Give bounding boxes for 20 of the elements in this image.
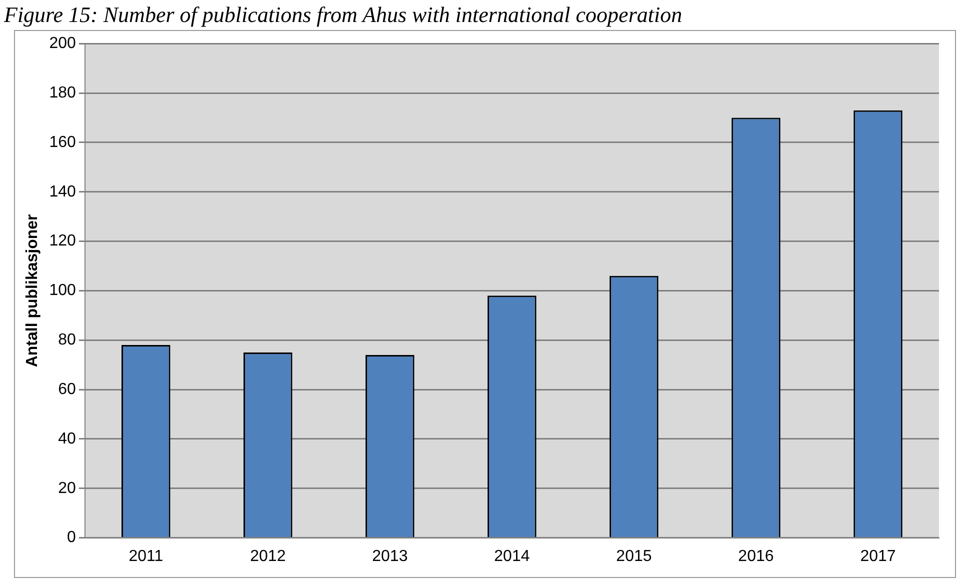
y-tick-label: 80 <box>58 332 76 349</box>
x-tick-label: 2015 <box>616 548 652 565</box>
y-tick-label: 120 <box>49 232 76 250</box>
y-tick-label: 60 <box>58 380 76 398</box>
y-tick-label: 100 <box>49 282 76 300</box>
chart-title: Figure 15: Number of publications from Ahus with international cooperation <box>4 2 684 29</box>
x-tick-label: 2016 <box>738 548 774 565</box>
y-tick-label: 180 <box>49 84 76 102</box>
x-tick-label: 2014 <box>494 548 530 565</box>
x-tick-label: 2013 <box>372 548 408 565</box>
y-tick-label: 200 <box>49 35 76 52</box>
y-tick-label: 160 <box>49 134 76 151</box>
y-tick-label: 20 <box>58 480 76 497</box>
y-tick-label: 140 <box>49 183 76 200</box>
y-tick-label: 40 <box>58 430 76 448</box>
x-tick-label: 2012 <box>250 548 286 565</box>
y-axis-title: Antall publikasjoner <box>24 214 42 368</box>
x-tick-label: 2017 <box>860 548 896 565</box>
x-tick-label: 2011 <box>128 548 164 565</box>
y-tick-label: 0 <box>66 529 76 546</box>
